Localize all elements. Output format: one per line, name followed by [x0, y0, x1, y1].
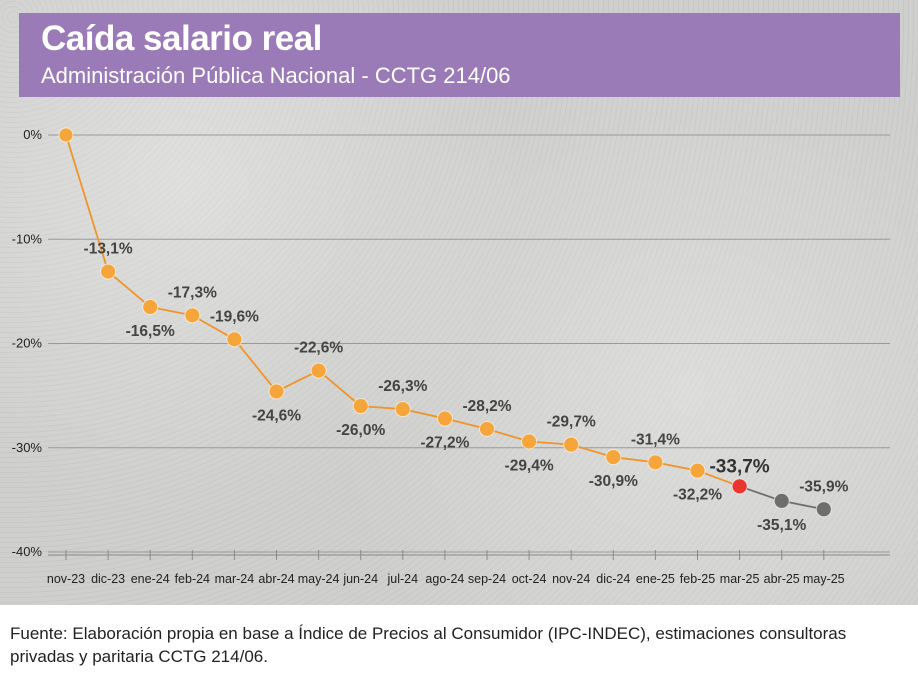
- series-line-segment: [318, 369, 362, 407]
- data-point-highlight: [731, 478, 748, 495]
- data-point: [647, 454, 664, 471]
- x-tick-label: feb-25: [680, 572, 715, 586]
- series-line-segment: [233, 338, 278, 393]
- x-tick-label: jun-24: [342, 572, 378, 586]
- x-tick-label: abr-25: [764, 572, 800, 586]
- data-label: -13,1%: [84, 241, 133, 258]
- data-label: -16,5%: [126, 323, 175, 340]
- source-note: Fuente: Elaboración propia en base a Índ…: [10, 624, 847, 666]
- data-point: [479, 420, 495, 437]
- x-tick-label: nov-24: [552, 572, 590, 586]
- x-tick-label: nov-23: [47, 572, 85, 586]
- data-point: [521, 433, 538, 450]
- y-tick-label: 0%: [23, 127, 42, 142]
- data-label: -33,7%: [709, 456, 769, 477]
- chart-title: Caída salario real: [41, 19, 322, 58]
- data-label: -29,7%: [547, 414, 596, 431]
- data-label: -22,6%: [294, 340, 343, 357]
- data-label: -31,4%: [631, 431, 680, 448]
- data-point: [689, 462, 706, 479]
- data-label: -28,2%: [462, 398, 511, 415]
- data-point: [605, 449, 622, 466]
- data-point-projection: [773, 492, 790, 509]
- x-tick-label: mar-24: [215, 572, 255, 586]
- series-line-segment: [107, 270, 151, 308]
- x-tick-label: sep-24: [468, 572, 506, 586]
- x-tick-label: ene-25: [636, 572, 675, 586]
- data-point: [352, 398, 369, 415]
- data-point: [184, 307, 201, 324]
- data-point: [58, 127, 74, 143]
- data-point: [226, 331, 243, 348]
- data-label: -35,1%: [757, 517, 806, 534]
- x-tick-label: ene-24: [131, 572, 170, 586]
- data-label: -26,0%: [336, 422, 385, 439]
- data-point: [436, 410, 453, 427]
- data-point: [142, 299, 159, 316]
- data-label: -26,3%: [378, 378, 427, 395]
- series-line-segment: [191, 314, 235, 341]
- data-label: -29,4%: [505, 457, 554, 474]
- data-label: -19,6%: [210, 308, 259, 325]
- x-tick-label: dic-23: [91, 572, 125, 586]
- y-tick-label: -20%: [12, 336, 43, 351]
- x-tick-label: may-24: [298, 572, 340, 586]
- data-label: -17,3%: [168, 284, 217, 301]
- data-point: [563, 436, 580, 453]
- x-tick-label: ago-24: [425, 572, 464, 586]
- data-point-projection: [815, 501, 832, 518]
- x-tick-label: may-25: [803, 572, 845, 586]
- x-tick-label: oct-24: [512, 572, 547, 586]
- y-tick-label: -40%: [12, 544, 43, 559]
- x-tick-label: abr-24: [258, 572, 294, 586]
- data-label: -30,9%: [589, 473, 638, 490]
- chart-panel: Caída salario real Administración Públic…: [0, 0, 918, 605]
- data-point: [310, 362, 327, 379]
- x-tick-label: feb-24: [175, 572, 210, 586]
- x-tick-label: jul-24: [387, 572, 419, 586]
- y-tick-label: -30%: [12, 440, 43, 455]
- x-tick-label: dic-24: [596, 572, 630, 586]
- data-label: -27,2%: [420, 435, 469, 452]
- data-label: -35,9%: [799, 478, 848, 495]
- x-tick-label: mar-25: [720, 572, 760, 586]
- data-label: -32,2%: [673, 487, 722, 504]
- chart-subtitle: Administración Pública Nacional - CCTG 2…: [41, 63, 511, 88]
- data-point: [394, 401, 411, 418]
- y-tick-label: -10%: [12, 231, 43, 246]
- chart-header: Caída salario real Administración Públic…: [19, 13, 900, 97]
- line-chart: 0% -10% -20% -30% -40% nov-23 dic-23 ene-24 feb-…: [12, 127, 890, 586]
- data-label: -24,6%: [252, 407, 301, 424]
- data-point: [100, 263, 117, 280]
- series-line-segment: [65, 134, 109, 272]
- data-point: [268, 383, 285, 400]
